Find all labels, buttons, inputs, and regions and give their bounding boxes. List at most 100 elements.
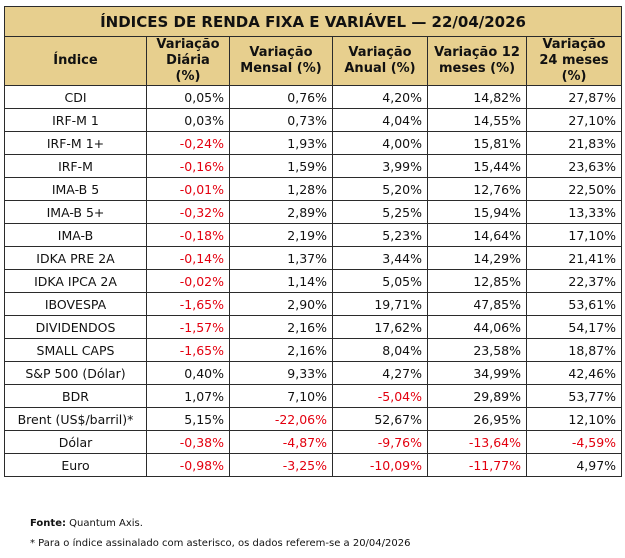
- index-name-cell: IBOVESPA: [4, 292, 147, 316]
- table-row: IMA-B -0,18% 2,19% 5,23% 14,64% 17,10%: [4, 223, 623, 247]
- value-cell: 12,76%: [427, 177, 527, 201]
- header-variacao-diaria: Variação Diária (%): [146, 36, 230, 86]
- index-name-cell: IRF-M 1: [4, 108, 147, 132]
- value-cell: 8,04%: [332, 338, 428, 362]
- value-cell: -0,02%: [146, 269, 230, 293]
- header-variacao-anual: Variação Anual (%): [332, 36, 428, 86]
- value-cell: 22,50%: [525, 177, 623, 201]
- value-cell: 0,73%: [229, 108, 333, 132]
- header-indice: Índice: [4, 36, 147, 86]
- asterisk-note: * Para o índice assinalado com asterisco…: [30, 538, 411, 549]
- index-name-cell: CDI: [4, 85, 147, 109]
- value-cell: 2,16%: [229, 315, 333, 339]
- table-row: BDR 1,07% 7,10% -5,04% 29,89% 53,77%: [4, 384, 623, 408]
- index-name-cell: IMA-B 5+: [4, 200, 147, 224]
- source-label: Fonte:: [30, 518, 66, 529]
- value-cell: 21,41%: [525, 246, 623, 270]
- value-cell: 44,06%: [427, 315, 527, 339]
- table-row: Brent (US$/barril)* 5,15% -22,06% 52,67% 26,…: [4, 407, 623, 431]
- value-cell: -5,04%: [332, 384, 428, 408]
- value-cell: -11,77%: [427, 453, 527, 477]
- value-cell: -0,32%: [146, 200, 230, 224]
- index-name-cell: IMA-B 5: [4, 177, 147, 201]
- header-variacao-mensal: Variação Mensal (%): [229, 36, 333, 86]
- table-row: Euro -0,98% -3,25% -10,09% -11,77% 4,97%: [4, 453, 623, 477]
- value-cell: 1,93%: [229, 131, 333, 155]
- value-cell: 22,37%: [525, 269, 623, 293]
- value-cell: -9,76%: [332, 430, 428, 454]
- table-body: CDI 0,05% 0,76% 4,20% 14,82% 27,87% IRF-M 1 0,0…: [4, 85, 623, 477]
- value-cell: 5,15%: [146, 407, 230, 431]
- value-cell: 3,99%: [332, 154, 428, 178]
- value-cell: 1,28%: [229, 177, 333, 201]
- value-cell: -1,65%: [146, 338, 230, 362]
- value-cell: -4,59%: [525, 430, 623, 454]
- value-cell: 1,59%: [229, 154, 333, 178]
- index-name-cell: BDR: [4, 384, 147, 408]
- value-cell: 0,03%: [146, 108, 230, 132]
- value-cell: 14,82%: [427, 85, 527, 109]
- value-cell: 13,33%: [525, 200, 623, 224]
- value-cell: -0,98%: [146, 453, 230, 477]
- source-value: Quantum Axis.: [65, 518, 143, 529]
- value-cell: 12,85%: [427, 269, 527, 293]
- value-cell: 4,04%: [332, 108, 428, 132]
- value-cell: 12,10%: [525, 407, 623, 431]
- value-cell: 5,20%: [332, 177, 428, 201]
- source-note: Fonte: Quantum Axis.: [30, 518, 143, 529]
- value-cell: -0,01%: [146, 177, 230, 201]
- value-cell: 27,87%: [525, 85, 623, 109]
- value-cell: -0,18%: [146, 223, 230, 247]
- value-cell: 23,58%: [427, 338, 527, 362]
- value-cell: 23,63%: [525, 154, 623, 178]
- value-cell: 5,23%: [332, 223, 428, 247]
- index-name-cell: S&P 500 (Dólar): [4, 361, 147, 385]
- value-cell: 34,99%: [427, 361, 527, 385]
- value-cell: -22,06%: [229, 407, 333, 431]
- value-cell: 2,19%: [229, 223, 333, 247]
- table-row: Dólar -0,38% -4,87% -9,76% -13,64% -4,59%: [4, 430, 623, 454]
- value-cell: 42,46%: [525, 361, 623, 385]
- index-name-cell: IRF-M: [4, 154, 147, 178]
- index-name-cell: Brent (US$/barril)*: [4, 407, 147, 431]
- value-cell: -13,64%: [427, 430, 527, 454]
- index-name-cell: IDKA IPCA 2A: [4, 269, 147, 293]
- value-cell: 2,16%: [229, 338, 333, 362]
- value-cell: 7,10%: [229, 384, 333, 408]
- value-cell: 5,25%: [332, 200, 428, 224]
- value-cell: 5,05%: [332, 269, 428, 293]
- value-cell: 15,44%: [427, 154, 527, 178]
- index-name-cell: IMA-B: [4, 223, 147, 247]
- value-cell: 53,77%: [525, 384, 623, 408]
- table-row: SMALL CAPS -1,65% 2,16% 8,04% 23,58% 18,87%: [4, 338, 623, 362]
- table-row: IMA-B 5+ -0,32% 2,89% 5,25% 15,94% 13,33%: [4, 200, 623, 224]
- value-cell: -0,38%: [146, 430, 230, 454]
- table-row: IRF-M -0,16% 1,59% 3,99% 15,44% 23,63%: [4, 154, 623, 178]
- value-cell: 53,61%: [525, 292, 623, 316]
- header-variacao-12-meses: Variação 12 meses (%): [427, 36, 527, 86]
- value-cell: 14,64%: [427, 223, 527, 247]
- value-cell: 1,07%: [146, 384, 230, 408]
- value-cell: 26,95%: [427, 407, 527, 431]
- value-cell: 2,89%: [229, 200, 333, 224]
- value-cell: 4,20%: [332, 85, 428, 109]
- value-cell: 54,17%: [525, 315, 623, 339]
- value-cell: 15,81%: [427, 131, 527, 155]
- value-cell: 19,71%: [332, 292, 428, 316]
- index-name-cell: SMALL CAPS: [4, 338, 147, 362]
- table-row: IRF-M 1+ -0,24% 1,93% 4,00% 15,81% 21,83%: [4, 131, 623, 155]
- table-row: IRF-M 1 0,03% 0,73% 4,04% 14,55% 27,10%: [4, 108, 623, 132]
- table-row: IDKA IPCA 2A -0,02% 1,14% 5,05% 12,85% 22,37%: [4, 269, 623, 293]
- table-row: IMA-B 5 -0,01% 1,28% 5,20% 12,76% 22,50%: [4, 177, 623, 201]
- index-name-cell: DIVIDENDOS: [4, 315, 147, 339]
- value-cell: 29,89%: [427, 384, 527, 408]
- value-cell: -10,09%: [332, 453, 428, 477]
- header-variacao-24-meses: Variação 24 meses (%): [525, 36, 623, 86]
- index-name-cell: IDKA PRE 2A: [4, 246, 147, 270]
- table-title: ÍNDICES DE RENDA FIXA E VARIÁVEL — 22/04…: [3, 6, 623, 37]
- value-cell: 0,40%: [146, 361, 230, 385]
- table-row: IBOVESPA -1,65% 2,90% 19,71% 47,85% 53,61%: [4, 292, 623, 316]
- value-cell: 27,10%: [525, 108, 623, 132]
- value-cell: 14,55%: [427, 108, 527, 132]
